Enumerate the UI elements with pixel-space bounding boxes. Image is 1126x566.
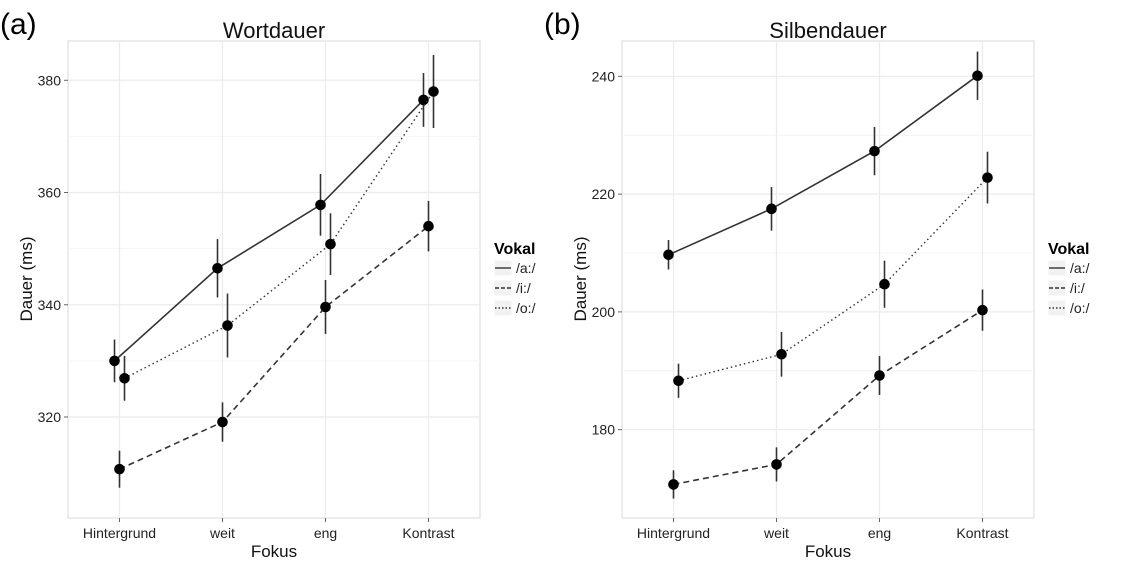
panel-b-series [663,51,993,499]
panel-a-series-1-point-0 [109,355,120,367]
panel-b-xtick-label-1: weit [763,525,789,541]
panel-b-series-1-point-2 [869,145,880,157]
panel-a-legend-label-3: /o:/ [516,300,536,316]
panel-b-xtick-label-0: Hintergrund [637,525,710,541]
panel-b-series-1-line [668,75,978,256]
panel-b-grid [622,41,1034,518]
panel-a: (a) Wortdauer 320 340 360 380 Hintergrund wei… [0,8,536,561]
panel-a-label: (a) [0,8,37,41]
panel-a-y-axis-label: Dauer (ms) [17,236,36,321]
panel-a-xtick-label-0: Hintergrund [83,525,156,541]
panel-b-series-3-point-0 [673,375,684,387]
panel-b-series-3-point-2 [879,278,890,290]
panel-a-series-2-line [119,225,429,470]
panel-b-series-2-line [673,309,983,486]
panel-b-series-1-point-0 [663,249,674,261]
panel-a-legend-entries: /a:/ /i:/ /o:/ [493,259,536,317]
panel-a-grid [68,41,480,518]
panel-b-plot-area [621,40,1035,519]
panel-a-ytick-label-360: 360 [38,185,62,201]
panel-a-ticks: 320 340 360 380 Hintergrund weit eng Kontrast [38,72,455,541]
panel-b-legend: Vokal /a:/ /i:/ /o:/ [1047,241,1090,317]
panel-b-x-axis-label: Fokus [805,542,851,561]
panel-b-xtick-label-3: Kontrast [956,525,1008,541]
panel-b-title: Silbendauer [769,18,886,43]
panel-b-legend-title: Vokal [1048,241,1090,258]
panel-a-series-3-point-2 [325,238,336,250]
panel-a-series [109,55,439,488]
panel-b-series-2-point-1 [771,459,782,470]
panel-a-series-2-point-3 [423,220,434,232]
panel-b-ytick-label-240: 240 [592,68,616,84]
panel-a-ytick-label-340: 340 [38,297,62,313]
panel-a-series-1-point-3 [418,94,429,106]
panel-b-legend-label-3: /o:/ [1070,300,1090,316]
panel-a-legend-label-1: /a:/ [516,260,536,276]
panel-b-ytick-label-220: 220 [592,186,616,202]
panel-a-series-3-point-0 [119,372,130,384]
panel-b-series-3-point-1 [776,348,787,360]
panel-a-series-1-line [113,99,425,362]
panel-b-series-2-point-2 [874,370,885,381]
panel-a-series-2-point-1 [217,416,228,428]
panel-b-series-3-point-3 [982,172,993,183]
panel-b-xtick-label-2: eng [868,525,891,541]
panel-a-legend: Vokal /a:/ /i:/ /o:/ [493,241,536,317]
panel-b-legend-entries: /a:/ /i:/ /o:/ [1047,259,1090,317]
panel-a-title: Wortdauer [223,18,325,43]
panel-b-ytick-label-200: 200 [592,304,616,320]
panel-a-series-3-point-1 [222,320,233,331]
panel-b-label: (b) [544,8,581,41]
panel-b-series-1-point-3 [972,70,983,82]
panel-a-xtick-label-1: weit [209,525,235,541]
panel-a-xtick-label-3: Kontrast [402,525,454,541]
panel-a-ytick-label-320: 320 [38,409,62,425]
panel-b: (b) Silbendauer 180 200 220 240 Hintergrund w… [544,8,1090,561]
panel-a-series-3-point-3 [428,86,439,97]
panel-b-ytick-label-180: 180 [592,422,616,438]
panel-b-ticks: 180 200 220 240 Hintergrund weit eng Kontrast [592,68,1009,541]
panel-a-plot-area [67,40,481,519]
panel-a-series-3-line [124,91,435,379]
panel-a-xtick-label-2: eng [314,525,337,541]
panel-a-series-2-point-2 [320,301,331,313]
panel-b-y-axis-label: Dauer (ms) [571,236,590,321]
panel-a-legend-label-2: /i:/ [516,280,531,296]
panel-a-series-1-point-1 [212,262,223,274]
panel-b-series-1-point-1 [766,203,777,215]
panel-b-legend-label-2: /i:/ [1070,280,1085,296]
panel-b-series-2-point-3 [977,304,988,316]
panel-b-series-2-point-0 [668,479,679,490]
panel-b-legend-label-1: /a:/ [1070,260,1090,276]
panel-a-x-axis-label: Fokus [251,542,297,561]
panel-a-legend-title: Vokal [494,241,536,258]
panel-a-series-2-point-0 [114,463,125,475]
panel-a-ytick-label-380: 380 [38,72,62,88]
panel-a-series-1-point-2 [315,199,326,211]
